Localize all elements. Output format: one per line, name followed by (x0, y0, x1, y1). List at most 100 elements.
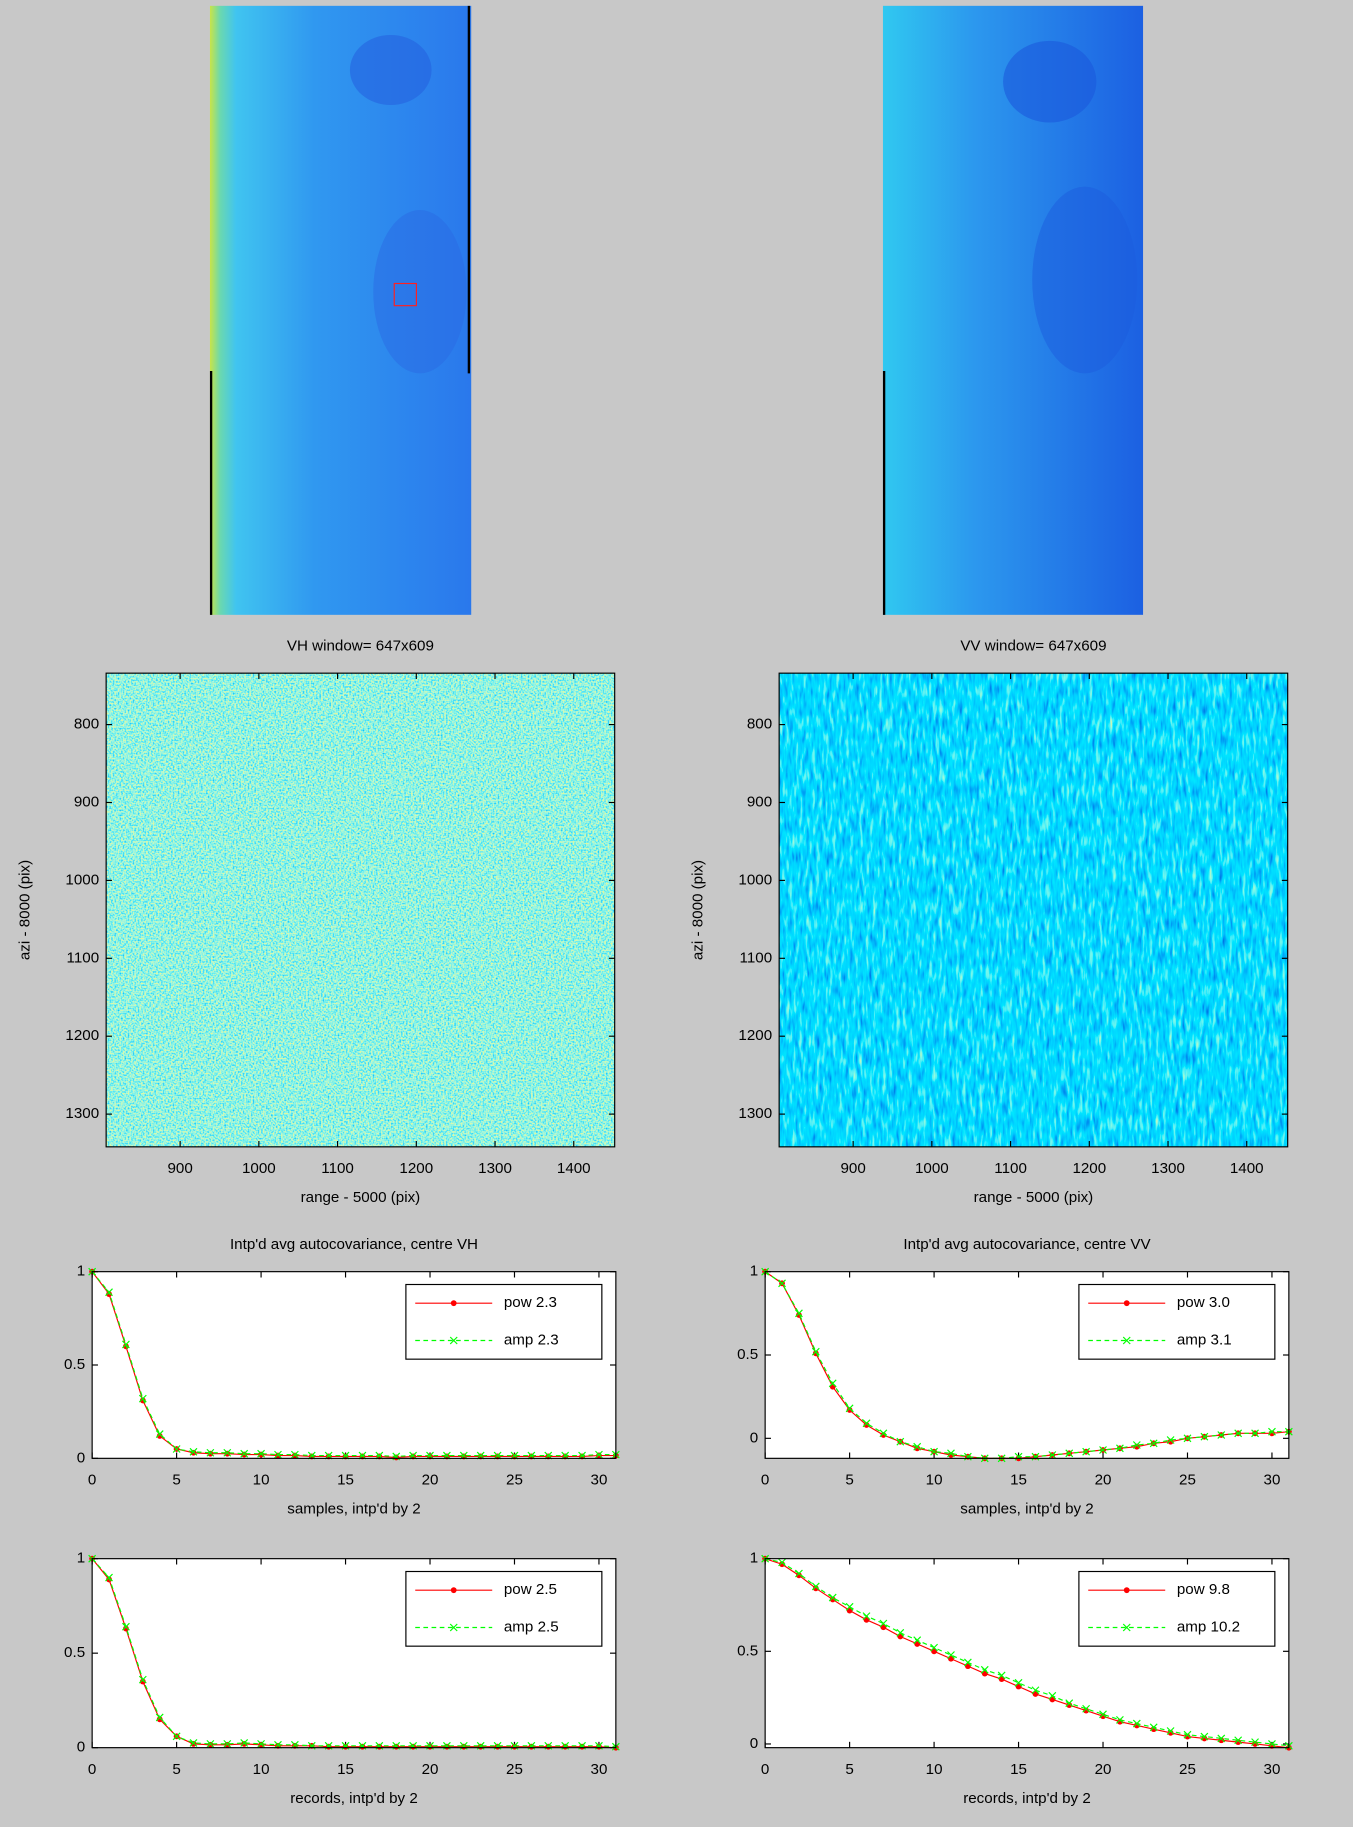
marker (1217, 1431, 1226, 1439)
marker (240, 1739, 249, 1747)
x-axis-label: samples, intp'd by 2 (960, 1501, 1093, 1518)
y-tick-label: 0 (77, 1449, 85, 1466)
marker (1200, 1432, 1209, 1441)
marker (1066, 1702, 1073, 1708)
marker (963, 1658, 972, 1667)
marker (1268, 1740, 1276, 1748)
marker (778, 1279, 786, 1288)
y-tick-label: 0.5 (737, 1642, 758, 1659)
x-tick-label: 0 (761, 1471, 769, 1488)
y-tick-label: 0.5 (64, 1356, 85, 1373)
marker (105, 1288, 113, 1297)
x-tick-label: 30 (591, 1471, 608, 1488)
marker (1083, 1707, 1090, 1714)
marker (846, 1407, 853, 1413)
x-tick-label: 25 (506, 1471, 523, 1488)
x-axis-label: range - 5000 (pix) (301, 1189, 421, 1206)
plot-frame (105, 672, 616, 1148)
y-tick-label: 1200 (65, 1027, 99, 1044)
x-axis-label: records, intp'd by 2 (290, 1790, 418, 1807)
marker (1252, 1741, 1258, 1747)
x-tick-label: 1400 (557, 1160, 591, 1177)
marker (863, 1422, 870, 1428)
marker (1132, 1719, 1141, 1728)
series-line (91, 1558, 616, 1748)
marker (123, 1625, 129, 1632)
legend-marker (450, 1587, 457, 1594)
x-tick-label: 25 (506, 1761, 523, 1778)
legend-marker (449, 1623, 458, 1632)
marker (828, 1379, 837, 1388)
marker (796, 1572, 802, 1579)
marker (275, 1452, 281, 1459)
y-tick-label: 1100 (67, 949, 100, 966)
marker (1132, 1441, 1141, 1449)
marker (359, 1743, 366, 1750)
marker (206, 1448, 215, 1457)
marker (172, 1732, 181, 1741)
marker (258, 1451, 264, 1458)
legend-marker (450, 1300, 457, 1307)
marker (845, 1602, 854, 1611)
x-tick-label: 0 (761, 1761, 769, 1778)
y-tick-label: 800 (747, 716, 772, 733)
marker (862, 1612, 871, 1621)
marker (963, 1452, 972, 1461)
marker (595, 1450, 603, 1459)
y-tick-label: 1 (77, 1550, 85, 1567)
x-tick-label: 0 (88, 1471, 96, 1488)
legend-label: amp 10.2 (1177, 1618, 1240, 1635)
marker (224, 1450, 231, 1457)
marker (291, 1452, 298, 1459)
vv-image-feature (1003, 40, 1097, 123)
marker (1048, 1691, 1057, 1700)
y-tick-label: 800 (74, 716, 99, 733)
marker (1065, 1449, 1074, 1458)
marker (596, 1452, 602, 1459)
marker (155, 1430, 164, 1438)
marker (410, 1743, 417, 1750)
series-line (91, 1271, 616, 1458)
marker (1268, 1427, 1276, 1436)
chart-title: VH window= 647x609 (287, 637, 434, 654)
marker (562, 1743, 569, 1750)
marker (122, 1340, 130, 1349)
y-axis-label: azi - 8000 (pix) (17, 860, 34, 960)
marker (1234, 1429, 1243, 1438)
marker (156, 1716, 163, 1723)
marker (879, 1429, 888, 1438)
plot-frame (91, 1558, 617, 1749)
marker (930, 1643, 938, 1652)
marker (1149, 1439, 1158, 1448)
series-line (765, 1558, 1289, 1747)
marker (579, 1743, 585, 1750)
plot-frame (91, 1271, 617, 1459)
marker (257, 1449, 265, 1458)
marker (879, 1619, 888, 1628)
marker (376, 1743, 383, 1750)
marker (947, 1651, 955, 1659)
marker (1184, 1733, 1191, 1740)
marker (896, 1628, 905, 1637)
selection-box (393, 282, 417, 307)
marker (811, 1347, 820, 1356)
marker (1200, 1732, 1209, 1741)
legend-box (1078, 1283, 1276, 1360)
marker (393, 1454, 400, 1461)
y-tick-label: 1 (77, 1263, 85, 1280)
marker (138, 1394, 147, 1403)
marker (1251, 1429, 1259, 1438)
vv-image-feature (1032, 186, 1138, 374)
y-tick-label: 0.5 (64, 1644, 85, 1661)
marker (845, 1404, 854, 1413)
marker (1082, 1704, 1091, 1713)
legend-marker (449, 1336, 458, 1345)
marker (930, 1447, 938, 1456)
marker (443, 1743, 450, 1750)
x-tick-label: 1300 (478, 1160, 512, 1177)
marker (241, 1451, 248, 1458)
marker (1065, 1699, 1074, 1708)
